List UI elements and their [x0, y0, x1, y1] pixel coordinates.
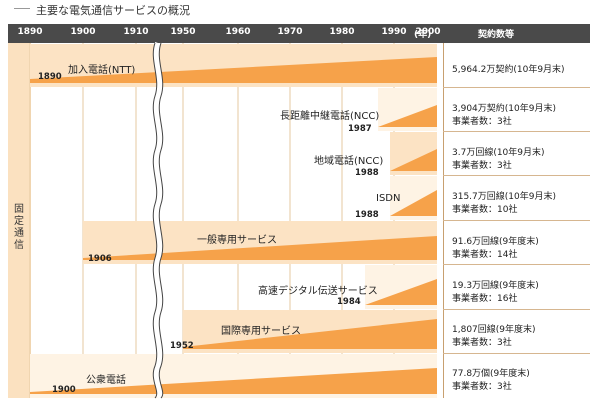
- service-name: 長距離中継電話(NCC): [280, 111, 380, 122]
- row-separator: [443, 309, 590, 310]
- tick-label: 1910: [123, 27, 149, 37]
- service-wedge: [378, 105, 437, 127]
- timeline-header: 1890 1900 1910 1950 1960 1970 1980 1990 …: [8, 24, 590, 43]
- tick-label: 1950: [170, 27, 196, 37]
- tick-label: 1970: [277, 27, 303, 37]
- operator-count: 事業者数：3社: [452, 338, 512, 348]
- contract-value: 315.7万回線(10年9月末): [452, 192, 556, 202]
- service-wedge: [390, 190, 437, 216]
- category-panel: [8, 43, 31, 398]
- tick-label: 1960: [225, 27, 251, 37]
- operator-count: 事業者数：3社: [452, 161, 512, 171]
- service-name: 地域電話(NCC): [314, 156, 384, 167]
- title-bullet: [14, 8, 30, 9]
- row-separator: [443, 131, 590, 132]
- service-wedge: [83, 236, 437, 260]
- contract-value: 3.7万回線(10年9月末): [452, 148, 545, 158]
- start-year: 1900: [52, 385, 76, 395]
- contract-value: 91.6万回線(9年度末): [452, 237, 539, 247]
- start-year: 1987: [348, 124, 372, 134]
- operator-count: 事業者数：14社: [452, 250, 518, 260]
- operator-count: 事業者数：3社: [452, 382, 512, 392]
- service-wedges: [30, 44, 437, 398]
- axis-break-line: [152, 42, 158, 399]
- axis-break-line: [158, 42, 164, 399]
- contract-value: 1,807回線(9年度末): [452, 325, 536, 335]
- start-year: 1984: [337, 297, 361, 307]
- tick-label: 1990: [381, 27, 407, 37]
- start-year: 1952: [170, 341, 194, 351]
- start-year: 1988: [355, 210, 379, 220]
- contract-value: 3,904万契約(10年9月末): [452, 104, 556, 114]
- axis-break-mark: [153, 42, 163, 400]
- start-year: 1988: [355, 168, 379, 178]
- contract-value: 19.3万回線(9年度末): [452, 281, 539, 291]
- service-name: 加入電話(NTT): [68, 65, 136, 76]
- row-separator: [443, 353, 590, 354]
- tick-label: 1980: [329, 27, 355, 37]
- row-separator: [443, 220, 590, 221]
- unit-label: (年): [414, 30, 432, 40]
- service-name: ISDN: [376, 193, 401, 204]
- tick-label: 2000: [415, 27, 441, 37]
- contract-column-header: 契約数等: [478, 30, 515, 40]
- tick-label: 1890: [17, 27, 43, 37]
- service-name: 公衆電話: [86, 375, 126, 386]
- tick-label: 1900: [70, 27, 96, 37]
- start-year: 1906: [88, 254, 112, 264]
- service-wedge: [183, 319, 437, 349]
- service-name: 国際専用サービス: [221, 326, 301, 337]
- operator-count: 事業者数：10社: [452, 205, 518, 215]
- service-wedge: [30, 368, 437, 394]
- row-separator: [443, 87, 590, 88]
- row-separator: [443, 175, 590, 176]
- category-label: 固定通信: [14, 204, 24, 251]
- contract-value: 5,964.2万契約(10年9月末): [452, 65, 565, 75]
- operator-count: 事業者数：3社: [452, 117, 512, 127]
- page-title: 主要な電気通信サービスの概況: [36, 4, 190, 17]
- start-year: 1890: [38, 72, 62, 82]
- service-wedge: [30, 57, 437, 83]
- service-name: 一般専用サービス: [197, 235, 277, 246]
- service-name: 高速デジタル伝送サービス: [258, 286, 378, 297]
- contract-value: 77.8万個(9年度末): [452, 369, 530, 379]
- service-wedge: [390, 149, 437, 171]
- row-separator: [443, 264, 590, 265]
- operator-count: 事業者数：16社: [452, 294, 518, 304]
- service-wedge: [365, 279, 437, 305]
